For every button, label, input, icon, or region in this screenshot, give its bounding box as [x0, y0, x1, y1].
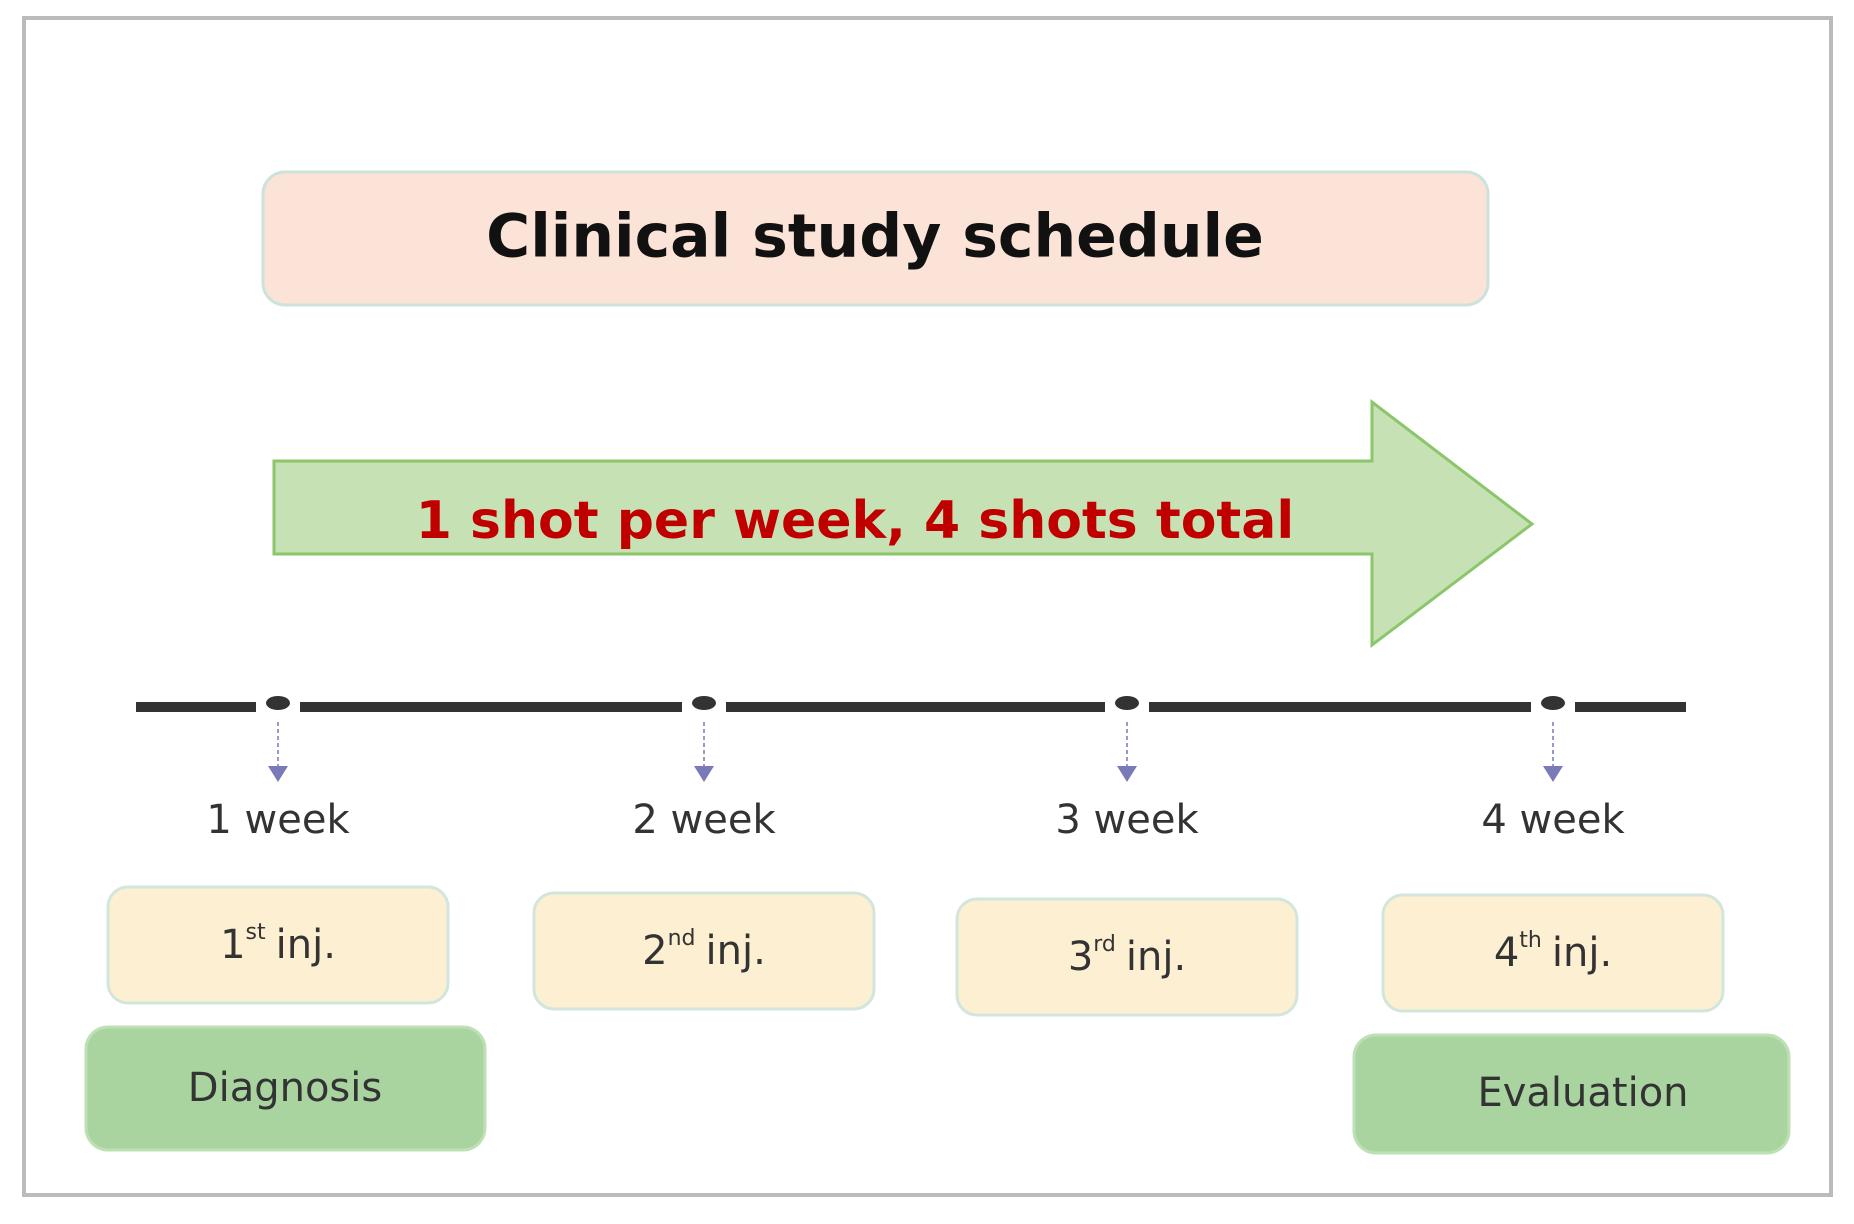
injection-text: inj.	[276, 922, 336, 968]
injection-box	[532, 891, 876, 1011]
timeline-dot	[266, 696, 290, 710]
injection-suffix: rd	[1093, 932, 1116, 957]
injection-ordinal: 4	[1494, 930, 1519, 976]
injection-ordinal: 1	[220, 922, 245, 968]
injection-ordinal: 2	[642, 928, 667, 974]
injection-label: 1st inj.	[220, 920, 336, 968]
timeline-dot	[1541, 696, 1565, 710]
injection-suffix: st	[246, 920, 266, 945]
injection-text: inj.	[706, 928, 766, 974]
evaluation-label: Evaluation	[1477, 1070, 1688, 1116]
injection-box	[955, 897, 1299, 1017]
injection-suffix: nd	[668, 926, 696, 951]
week-label: 2 week	[632, 797, 776, 843]
injection-box	[1381, 893, 1725, 1013]
timeline-dot	[692, 696, 716, 710]
title: Clinical study schedule	[486, 202, 1264, 272]
arrow-text: 1 shot per week, 4 shots total	[416, 491, 1294, 551]
timeline-dot	[1115, 696, 1139, 710]
pointer-head	[694, 766, 714, 782]
week-label: 3 week	[1055, 797, 1199, 843]
title-box	[261, 170, 1490, 307]
diagnosis-label: Diagnosis	[188, 1065, 382, 1111]
injection-label: 3rd inj.	[1068, 932, 1186, 980]
week-label: 4 week	[1481, 797, 1625, 843]
injection-ordinal: 3	[1068, 934, 1093, 980]
pointer-head	[1543, 766, 1563, 782]
diagnosis-box	[84, 1025, 487, 1152]
injection-box	[106, 885, 450, 1005]
injection-text: inj.	[1126, 934, 1186, 980]
timeline-arrow	[272, 398, 1535, 649]
injection-label: 2nd inj.	[642, 926, 766, 974]
pointer-head	[1117, 766, 1137, 782]
evaluation-box	[1352, 1033, 1791, 1155]
pointer-head	[268, 766, 288, 782]
week-label: 1 week	[206, 797, 350, 843]
injection-suffix: th	[1519, 928, 1542, 953]
injection-label: 4th inj.	[1494, 928, 1612, 976]
injection-text: inj.	[1552, 930, 1612, 976]
